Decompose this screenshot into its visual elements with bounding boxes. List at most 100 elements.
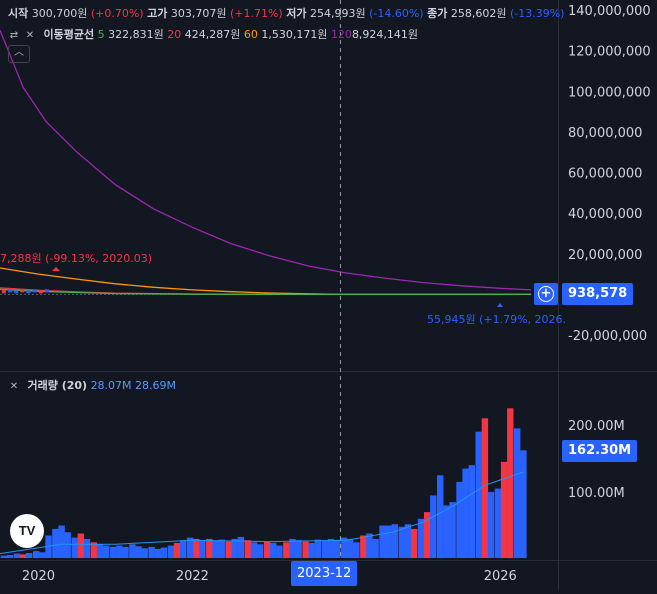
volume-bar [404, 524, 412, 558]
candle [1, 290, 6, 294]
ma120-value: 8,924,141원 [351, 28, 419, 41]
volume-bar [103, 545, 110, 558]
price-tick-label: 100,000,000 [568, 85, 651, 100]
volume-bar [173, 542, 181, 558]
volume-bar [193, 538, 200, 558]
time-tick-label: 2020 [22, 569, 55, 584]
candle [38, 290, 43, 294]
close-icon[interactable]: ✕ [9, 381, 19, 392]
volume-bar [321, 540, 328, 558]
volume-bar [314, 539, 322, 558]
volume-ma-line [0, 471, 524, 555]
volume-bar [385, 525, 392, 558]
volume-bar [487, 492, 495, 558]
min-marker-icon [497, 303, 503, 307]
volume-bar [218, 539, 225, 558]
add-alert-button[interactable]: + [534, 283, 558, 305]
low-change: (-14.60%) [369, 7, 424, 20]
ma5-period: 5 [97, 28, 105, 41]
close-icon[interactable]: ✕ [25, 30, 35, 41]
volume-bar [77, 533, 84, 558]
high-label: 고가 [147, 7, 168, 20]
candle [8, 289, 13, 293]
volume-tick-label: 200.00M [568, 419, 625, 434]
price-tick-label: 120,000,000 [568, 45, 651, 60]
volume-bar [372, 538, 379, 558]
volume-bar [430, 495, 437, 558]
ma-label[interactable]: 이동평균선 [43, 28, 95, 41]
volume-bar [366, 533, 373, 558]
volume-bar [360, 535, 367, 558]
plus-circle-icon: + [538, 286, 554, 302]
volume-bar [302, 541, 309, 558]
volume-bar [250, 542, 258, 559]
volume-bar [52, 528, 59, 558]
volume-bars [0, 408, 527, 559]
volume-bar [116, 545, 123, 558]
volume-bar [122, 546, 129, 558]
open-label: 시작 [8, 7, 29, 20]
price-tick-label: 20,000,000 [568, 248, 642, 263]
candle [44, 289, 49, 293]
volume-bar [256, 544, 264, 558]
price-tick-label: -20,000,000 [568, 329, 647, 344]
volume-axis-tag: 162.30M [562, 440, 638, 462]
volume-bar [225, 541, 232, 558]
ma60-period: 60 [243, 28, 258, 41]
ma120-line [0, 30, 532, 291]
ma60-value: 1,530,171원 [261, 28, 328, 41]
volume-bar [160, 547, 168, 558]
volume-bar [468, 465, 475, 558]
volume-bar [347, 538, 354, 558]
volume-bar [283, 542, 290, 559]
volume-bar [96, 544, 104, 558]
volume-bar [58, 525, 65, 558]
candle [20, 289, 25, 293]
price-tick-label: 80,000,000 [568, 126, 642, 141]
volume-bar [6, 555, 14, 558]
candle [14, 290, 19, 294]
close-value: 258,602원 [450, 7, 507, 20]
moving-average-lines [0, 30, 532, 296]
volume-bar [391, 524, 398, 558]
volume-bar [456, 481, 463, 558]
volume-value-2: 28.69M [135, 379, 177, 392]
low-value: 254,993원 [309, 7, 366, 20]
volume-bar [514, 428, 521, 558]
volume-tick-label: 100.00M [568, 486, 625, 501]
ma20-value: 424,287원 [184, 28, 241, 41]
time-axis-ticks[interactable]: 2020 2022 2026 [22, 569, 517, 584]
volume-bar [270, 542, 277, 558]
price-axis-ticks[interactable]: 140,000,000 120,000,000 100,000,000 80,000,… [568, 4, 651, 344]
volume-bar [295, 540, 302, 558]
price-tick-label: 140,000,000 [568, 4, 651, 19]
low-label: 저가 [286, 7, 307, 20]
volume-bar [237, 536, 245, 558]
volume-bar [437, 475, 444, 559]
volume-bar [148, 546, 155, 558]
volume-axis-ticks[interactable]: 200.00M 100.00M [568, 419, 625, 501]
volume-bar [71, 537, 78, 558]
volume-bar [379, 525, 386, 558]
tradingview-logo-icon[interactable]: TV [10, 514, 44, 548]
chevron-up-icon[interactable]: ︿ [8, 45, 30, 63]
candle [32, 289, 37, 293]
volume-bar [186, 537, 194, 558]
link-icon[interactable]: ⇄ [9, 30, 19, 41]
volume-bar [141, 548, 148, 558]
volume-bar [167, 545, 175, 558]
volume-label[interactable]: 거래량 (20) [27, 379, 88, 392]
ma120-period: 120 [330, 28, 352, 41]
volume-bar [19, 554, 27, 558]
volume-bar [507, 408, 514, 559]
volume-bar [410, 528, 418, 558]
volume-bar [327, 538, 335, 558]
volume-bar [333, 540, 341, 558]
volume-bar [39, 552, 46, 558]
volume-legend: ✕ 거래량 (20) 28.07M 28.69M [8, 377, 176, 393]
price-tick-label: 60,000,000 [568, 167, 642, 182]
candles [1, 289, 49, 294]
volume-bar [244, 540, 251, 558]
